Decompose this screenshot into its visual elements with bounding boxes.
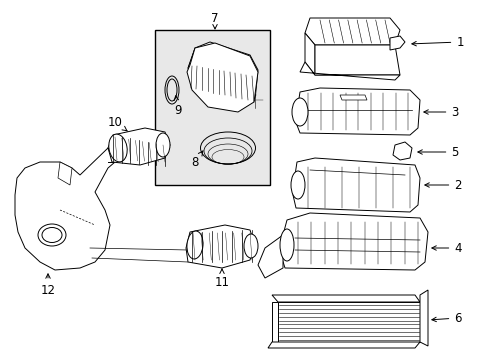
- Polygon shape: [278, 302, 419, 342]
- Polygon shape: [419, 290, 427, 346]
- Polygon shape: [185, 225, 254, 268]
- Ellipse shape: [291, 98, 307, 126]
- Text: 5: 5: [417, 145, 458, 158]
- Text: 10: 10: [107, 116, 127, 131]
- Polygon shape: [271, 295, 419, 302]
- Text: 4: 4: [431, 242, 461, 255]
- Polygon shape: [108, 128, 170, 165]
- Polygon shape: [314, 45, 399, 75]
- Text: 11: 11: [214, 269, 229, 288]
- Text: 6: 6: [431, 311, 461, 324]
- Polygon shape: [389, 36, 404, 50]
- Polygon shape: [280, 213, 427, 270]
- Text: 7: 7: [211, 12, 218, 29]
- Ellipse shape: [244, 234, 258, 258]
- Ellipse shape: [156, 133, 170, 157]
- Text: 2: 2: [424, 179, 461, 192]
- Ellipse shape: [290, 171, 305, 199]
- Text: 3: 3: [423, 105, 458, 118]
- Ellipse shape: [38, 224, 66, 246]
- Text: 8: 8: [191, 150, 203, 168]
- Polygon shape: [339, 95, 366, 100]
- Polygon shape: [299, 62, 399, 80]
- Polygon shape: [267, 342, 419, 348]
- Ellipse shape: [109, 134, 127, 162]
- Polygon shape: [392, 142, 411, 160]
- Text: 1: 1: [411, 36, 463, 49]
- Polygon shape: [15, 145, 115, 270]
- Text: 9: 9: [174, 96, 182, 117]
- Polygon shape: [271, 302, 278, 342]
- Ellipse shape: [186, 231, 203, 259]
- Polygon shape: [155, 30, 269, 185]
- Polygon shape: [292, 158, 419, 212]
- Text: 12: 12: [41, 274, 55, 297]
- Polygon shape: [294, 88, 419, 135]
- Polygon shape: [186, 43, 258, 112]
- Polygon shape: [258, 235, 283, 278]
- Ellipse shape: [280, 229, 293, 261]
- Polygon shape: [305, 18, 399, 45]
- Polygon shape: [305, 33, 314, 75]
- Polygon shape: [58, 162, 72, 185]
- Polygon shape: [187, 42, 258, 110]
